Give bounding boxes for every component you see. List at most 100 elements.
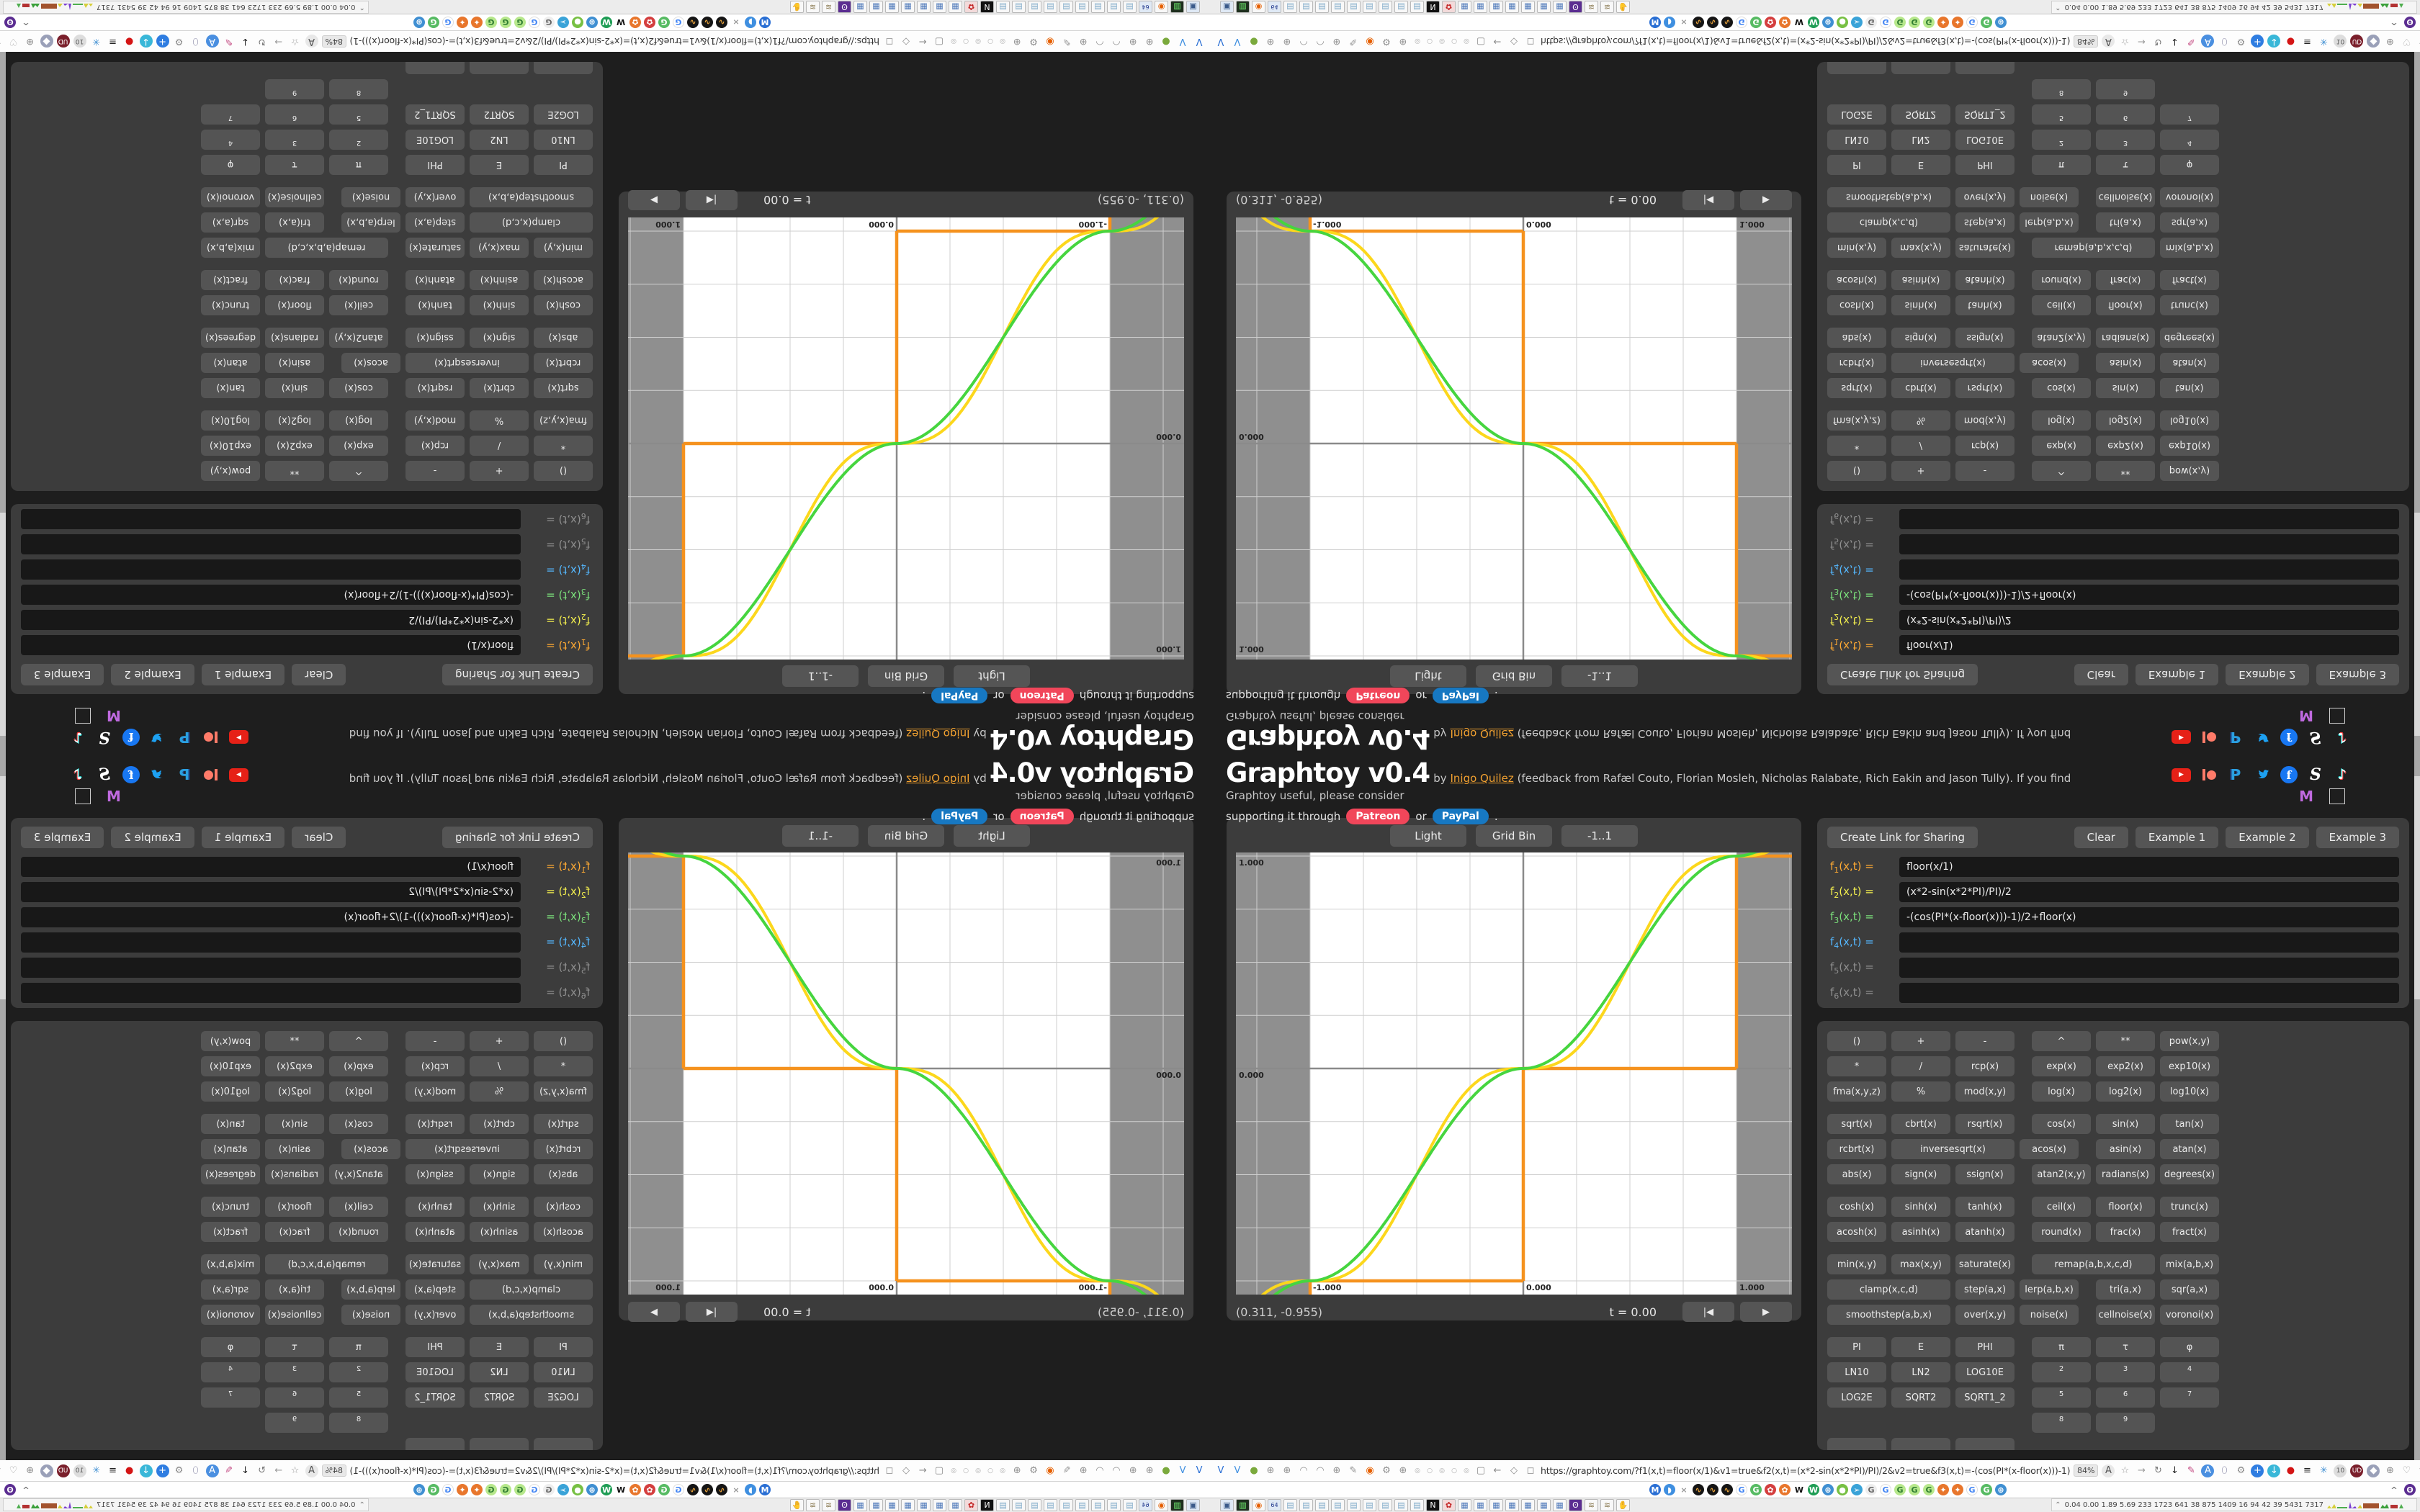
- extension-icon-2[interactable]: ●: [1162, 1465, 1170, 1476]
- function-button-log-x[interactable]: log(x): [329, 1081, 388, 1102]
- function-button-ln2[interactable]: LN2: [1891, 1362, 1950, 1382]
- function-button-blank[interactable]: τ: [2096, 1337, 2155, 1357]
- graph-canvas[interactable]: 1.000 0.000 -1.000 0.000 1.000: [1234, 52, 1794, 690]
- function-button-e[interactable]: E: [1891, 1337, 1950, 1357]
- extension-icon-7[interactable]: ⊕: [1332, 36, 1341, 47]
- function-button-asinh-x[interactable]: asinh(x): [470, 270, 529, 290]
- lock-icon[interactable]: ◻: [885, 36, 894, 47]
- toolbar-action-icon-5[interactable]: ✎: [225, 36, 233, 47]
- page-scrollbar[interactable]: [0, 52, 6, 756]
- function-button-blank[interactable]: π: [329, 1337, 388, 1357]
- grid-mode-button[interactable]: Grid Bin: [1476, 665, 1552, 687]
- function-button-ln10[interactable]: LN10: [534, 1362, 593, 1382]
- bookmark-icon-3[interactable]: ∿: [716, 17, 727, 28]
- tab-group-dot-2[interactable]: ◎: [1439, 37, 1445, 45]
- function-button-blank[interactable]: *: [534, 1056, 593, 1076]
- extension-icon-11[interactable]: ⊕: [1013, 1465, 1021, 1476]
- function-button-blank[interactable]: [1827, 1438, 1886, 1450]
- function-button-pow-x-y[interactable]: pow(x,y): [2160, 461, 2219, 481]
- bookmark-icon-18[interactable]: G: [1909, 17, 1920, 28]
- bookmark-icon-13[interactable]: ●: [1837, 1484, 1848, 1495]
- function-button-blank[interactable]: π: [2032, 1337, 2091, 1357]
- function-button-clamp-x-c-d[interactable]: clamp(x,c,d): [470, 1279, 593, 1300]
- bookmark-icon-9[interactable]: ✿: [1779, 1484, 1791, 1495]
- function-button-acos-x[interactable]: acos(x): [341, 1139, 400, 1159]
- function-button-trunc-x[interactable]: trunc(x): [201, 1197, 260, 1217]
- bookmark-icon-22[interactable]: G: [1966, 17, 1978, 28]
- paypal-icon[interactable]: P: [179, 729, 190, 746]
- function-button-atan-x[interactable]: atan(x): [2160, 1139, 2219, 1159]
- create-link-button[interactable]: Create Link for Sharing: [442, 664, 593, 685]
- formula-input-f3[interactable]: [21, 585, 521, 605]
- bookmark-icon-6[interactable]: G: [673, 17, 684, 28]
- taskbar-window-button-0[interactable]: ▣: [1186, 1, 1200, 13]
- function-button-log-x[interactable]: log(x): [2032, 1081, 2091, 1102]
- bookmark-icon-24[interactable]: ⊕: [413, 17, 425, 28]
- author-link[interactable]: Inigo Quilez: [906, 772, 970, 785]
- function-button-blank[interactable]: τ: [2096, 155, 2155, 175]
- extension-icon-3[interactable]: ⊕: [1266, 1465, 1275, 1476]
- function-button-sqrt1-2[interactable]: SQRT1_2: [405, 104, 465, 125]
- function-button-max-x-y[interactable]: max(x,y): [1891, 1254, 1950, 1274]
- function-button-atanh-x[interactable]: atanh(x): [405, 1222, 465, 1242]
- function-button-ssign-x[interactable]: ssign(x): [1955, 1164, 2015, 1184]
- taskbar-window-button-19[interactable]: ▦: [1521, 1, 1535, 13]
- bookmark-icon-6[interactable]: G: [1736, 17, 1747, 28]
- function-button-sign-x[interactable]: sign(x): [470, 328, 529, 348]
- function-button-over-x-y[interactable]: over(x,y): [1955, 1305, 2015, 1325]
- bookmark-icon-20[interactable]: ✦: [471, 1484, 483, 1495]
- function-button-abs-x[interactable]: abs(x): [1827, 328, 1886, 348]
- taskbar-window-button-18[interactable]: ▦: [901, 1499, 915, 1511]
- bookmark-icon-1[interactable]: ◗: [1664, 1484, 1675, 1495]
- function-button-tan-x[interactable]: tan(x): [2160, 1114, 2219, 1134]
- light-toggle-button[interactable]: Light: [1390, 825, 1466, 847]
- toolbar-action-icon-1[interactable]: ☆: [2120, 1465, 2130, 1476]
- play-button[interactable]: ▶: [1740, 1302, 1792, 1322]
- paypal-badge[interactable]: PayPal: [1432, 688, 1489, 703]
- bookmark-icon-24[interactable]: ⊕: [1995, 17, 2007, 28]
- patreon-badge[interactable]: Patreon: [1346, 809, 1410, 824]
- function-button-exp10-x[interactable]: exp10(x): [201, 1056, 260, 1076]
- owl-icon[interactable]: ʘ: [4, 17, 16, 28]
- function-button-ssign-x[interactable]: ssign(x): [405, 1164, 465, 1184]
- function-button-cos-x[interactable]: cos(x): [2032, 1114, 2091, 1134]
- taskbar-window-button-23[interactable]: ≋: [1585, 1, 1598, 13]
- extension-icon-6[interactable]: ◠: [1316, 1465, 1325, 1476]
- bookmark-icon-14[interactable]: ➢: [557, 17, 569, 28]
- taskbar-window-button-9[interactable]: ▤: [1044, 1, 1057, 13]
- taskbar-window-button-6[interactable]: ▤: [1091, 1499, 1105, 1511]
- function-button-rcbrt-x[interactable]: rcbrt(x): [1827, 353, 1886, 373]
- function-button-asin-x[interactable]: asin(x): [2096, 353, 2155, 373]
- rewind-button[interactable]: |◀: [1682, 1302, 1734, 1322]
- bookmark-icon-6[interactable]: G: [673, 1484, 684, 1495]
- extension-icon-4[interactable]: ⊕: [1129, 1465, 1137, 1476]
- function-button-sin-x[interactable]: sin(x): [2096, 378, 2155, 398]
- toolbar-action-icon-14[interactable]: 10: [2334, 1464, 2347, 1477]
- collapse-chevron-icon[interactable]: ^: [2390, 1485, 2398, 1495]
- function-button-radians-x[interactable]: radians(x): [265, 328, 324, 348]
- taskbar-window-button-19[interactable]: ▦: [885, 1499, 899, 1511]
- function-button-exp-x[interactable]: exp(x): [329, 1056, 388, 1076]
- bookmark-icon-16[interactable]: G: [1880, 17, 1891, 28]
- function-button-sqrt1-2[interactable]: SQRT1_2: [1955, 1387, 2015, 1408]
- function-button-rcp-x[interactable]: rcp(x): [1955, 436, 2015, 456]
- bookmark-icon-17[interactable]: G: [514, 17, 526, 28]
- toolbar-action-icon-17[interactable]: ⊕: [2386, 36, 2394, 47]
- function-button-tri-a-x[interactable]: tri(a,x): [265, 212, 324, 233]
- bookmark-icon-4[interactable]: ∿: [702, 1484, 713, 1495]
- taskbar-window-button-2[interactable]: ◉: [1252, 1499, 1265, 1511]
- clear-button[interactable]: Clear: [292, 827, 346, 848]
- taskbar-window-button-0[interactable]: ▣: [1186, 1499, 1200, 1511]
- toolbar-action-icon-10[interactable]: ↓: [139, 1464, 153, 1477]
- bookmark-icon-1[interactable]: ◗: [745, 1484, 756, 1495]
- shield-icon[interactable]: ◇: [1510, 36, 1518, 47]
- shield-icon[interactable]: ◇: [902, 1465, 910, 1476]
- play-button[interactable]: ▶: [1740, 190, 1792, 210]
- taskbar-window-button-25[interactable]: ✋: [790, 1499, 804, 1511]
- function-button-lerp-a-b-x[interactable]: lerp(a,b,x): [2020, 1279, 2079, 1300]
- function-button-ln2[interactable]: LN2: [470, 1362, 529, 1382]
- function-button-rcp-x[interactable]: rcp(x): [405, 436, 465, 456]
- toolbar-action-icon-1[interactable]: ☆: [290, 36, 300, 47]
- toolbar-action-icon-12[interactable]: ≡: [109, 36, 117, 47]
- formula-input-f2[interactable]: [21, 882, 521, 902]
